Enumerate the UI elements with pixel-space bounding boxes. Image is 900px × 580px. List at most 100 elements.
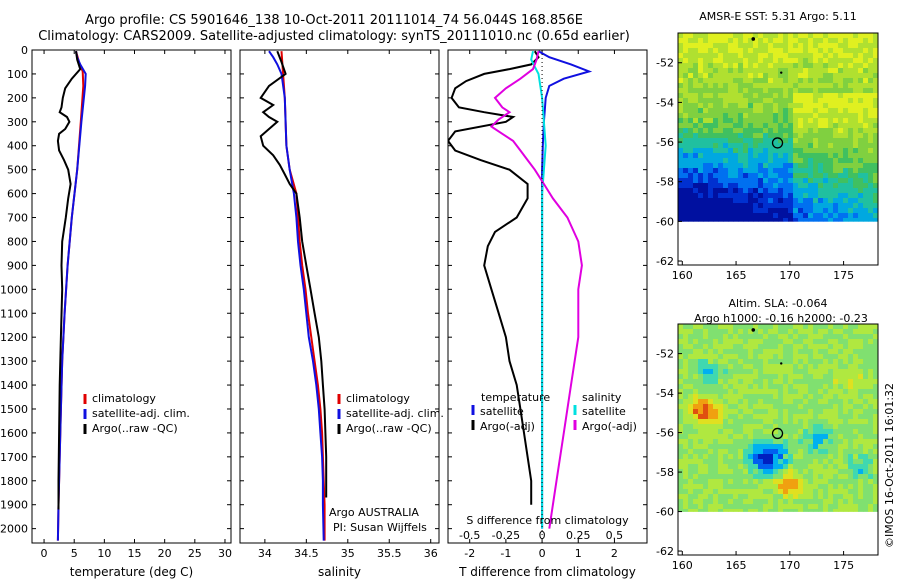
y-tick-label: 100 — [7, 68, 28, 81]
heatmap-cells — [678, 33, 879, 222]
y-tick-label: -52 — [656, 348, 674, 361]
y-tick-label: 1500 — [0, 403, 28, 416]
series-group — [448, 50, 593, 529]
x-tick-label: 165 — [726, 269, 747, 282]
legend-label: Argo(..raw -QC) — [92, 422, 178, 435]
y-tick-label: -58 — [656, 466, 674, 479]
x-tick-label: 160 — [672, 559, 693, 572]
x-tick-label: 15 — [128, 547, 142, 560]
y-tick-label: 1200 — [0, 331, 28, 344]
map-border — [677, 32, 879, 266]
x-axis-label: salinity — [318, 565, 361, 579]
x2-tick-label: -0.25 — [492, 529, 520, 542]
series-group — [259, 50, 328, 541]
figure-title-line2: Climatology: CARS2009. Satellite-adjuste… — [38, 29, 630, 44]
series-line-salinity-argo-adj- — [489, 50, 583, 529]
heatmap-cells — [678, 324, 879, 512]
y-tick-label: 1600 — [0, 427, 28, 440]
y-tick-label: -62 — [656, 255, 674, 268]
y-tick-label: 200 — [7, 92, 28, 105]
profile-panel-2: -2 -1 0 1 2 T difference from climatology -0.5… — [447, 49, 648, 579]
y-tick-label: -54 — [656, 387, 674, 400]
y-tick-label: -60 — [656, 506, 674, 519]
x-tick-label: 0 — [41, 547, 48, 560]
y-tick-label: 2000 — [0, 523, 28, 536]
legend-label: satellite-adj. clim. — [92, 407, 190, 420]
x-tick-label: 34.5 — [294, 547, 319, 560]
y-tick-label: 700 — [7, 212, 28, 225]
annotation-argo: Argo AUSTRALIA — [329, 506, 419, 519]
series-group — [56, 50, 87, 541]
y-tick-label: 1400 — [0, 379, 28, 392]
argo-position-marker — [771, 137, 784, 149]
legend-label: climatology — [346, 392, 410, 405]
y-tick-label: 1900 — [0, 499, 28, 512]
series-line-satellite-adj-clim- — [56, 51, 87, 541]
y-tick-label: 1300 — [0, 355, 28, 368]
x-tick-label: 175 — [833, 269, 854, 282]
legend-heading: temperature — [481, 391, 550, 404]
y-tick-label: 1000 — [0, 283, 28, 296]
sla-map: 160 165 170 175 -52 -54 -56 -58 -60 -62 Altim. SLA… — [656, 297, 879, 572]
x-tick-label: 160 — [672, 269, 693, 282]
legend-label: climatology — [92, 392, 156, 405]
y-tick-label: -56 — [656, 136, 674, 149]
x2-tick-label: 0.25 — [566, 529, 591, 542]
y-tick-label: -52 — [656, 57, 674, 70]
x-tick-label: 175 — [833, 559, 854, 572]
map-title: Altim. SLA: -0.064 — [728, 297, 827, 310]
series-line-temperature-argo-adj- — [448, 50, 540, 505]
y-tick-label: -54 — [656, 96, 674, 109]
map-border — [677, 323, 879, 556]
y-tick-label: 1100 — [0, 307, 28, 320]
x-tick-label: 10 — [97, 547, 111, 560]
x-tick-label: 35.5 — [377, 547, 402, 560]
x-tick-label: 170 — [779, 559, 800, 572]
y-tick-label: 800 — [7, 235, 28, 248]
legend-label: Argo(-adj) — [480, 420, 535, 433]
x-tick-label: -2 — [464, 547, 475, 560]
island-marker — [780, 362, 783, 365]
sst-map: 160 165 170 175 -52 -54 -56 -58 -60 -62 AMSR-E SST… — [656, 10, 879, 282]
profile-panel-1: 34 34.5 35 35.5 36 salinity climatology satelli… — [239, 49, 444, 579]
x-tick-label: 0 — [539, 547, 546, 560]
x-tick-label: 1 — [575, 547, 582, 560]
x2-tick-label: 0 — [539, 529, 546, 542]
map-subtitle: Argo h1000: -0.16 h2000: -0.23 — [694, 312, 868, 325]
y-tick-label: 0 — [21, 44, 28, 57]
island-marker — [751, 328, 756, 332]
plot-frame — [447, 49, 648, 544]
figure-title-line1: Argo profile: CS 5901646_138 10-Oct-2011… — [85, 13, 583, 28]
legend-heading: salinity — [582, 391, 622, 404]
legend-label: satellite-adj. clim. — [346, 407, 444, 420]
x2-tick-label: -0.5 — [459, 529, 480, 542]
annotation-pi: PI: Susan Wijffels — [333, 521, 427, 534]
y-tick-label: -56 — [656, 427, 674, 440]
x-tick-label: 25 — [188, 547, 202, 560]
y-tick-label: 1700 — [0, 451, 28, 464]
legend-label: Argo(-adj) — [582, 420, 637, 433]
x-tick-label: 30 — [218, 547, 232, 560]
x-tick-label: 165 — [726, 559, 747, 572]
profile-panel-0: 0 5 10 15 20 25 30 temperature (deg C) 0 100 200 30… — [0, 44, 232, 579]
y-tick-label: 300 — [7, 116, 28, 129]
y-tick-label: 500 — [7, 164, 28, 177]
x2-axis-label: S difference from climatology — [466, 514, 629, 527]
island-marker — [780, 71, 783, 74]
x-tick-label: 36 — [424, 547, 438, 560]
series-line-satellite-adj-clim- — [268, 50, 325, 541]
x-tick-label: 20 — [158, 547, 172, 560]
y-tick-label: -62 — [656, 545, 674, 558]
x-tick-label: -1 — [500, 547, 511, 560]
legend-label: Argo(..raw -QC) — [346, 422, 432, 435]
argo-position-marker — [771, 427, 784, 440]
x-tick-label: 2 — [611, 547, 618, 560]
x-tick-label: 35 — [341, 547, 355, 560]
x-tick-label: 5 — [71, 547, 78, 560]
x-axis-label: temperature (deg C) — [70, 565, 193, 579]
y-tick-label: -58 — [656, 176, 674, 189]
map-title: AMSR-E SST: 5.31 Argo: 5.11 — [699, 10, 857, 23]
series-line-argo-raw-qc- — [259, 50, 328, 498]
plot-frame — [239, 49, 440, 544]
